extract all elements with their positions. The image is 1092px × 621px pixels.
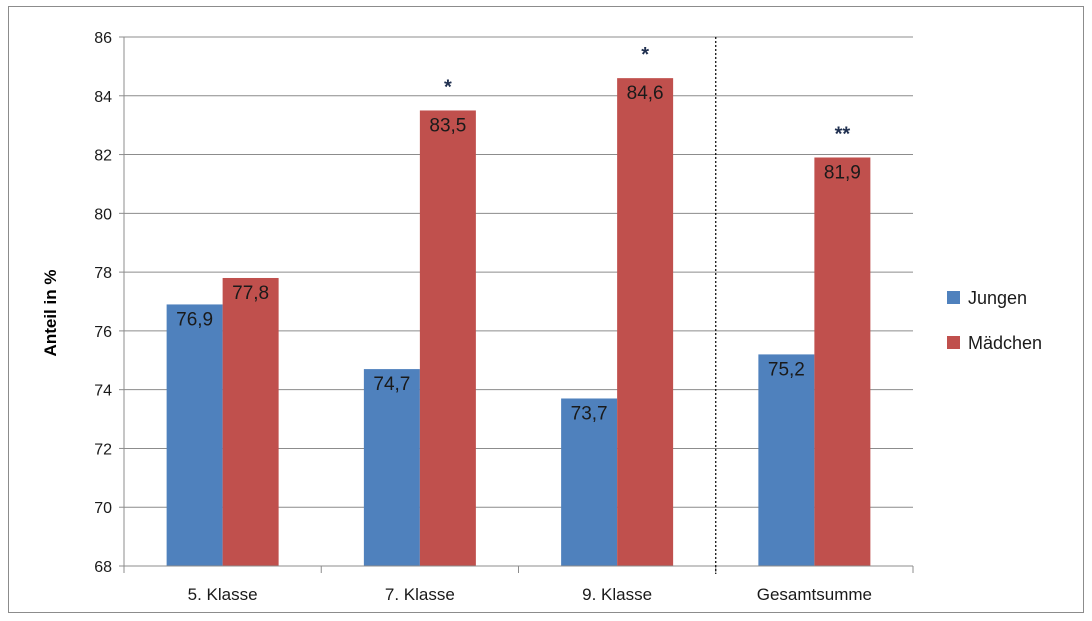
y-tick-label: 78 <box>94 265 112 282</box>
data-label: 76,9 <box>176 309 213 330</box>
significance-marker: * <box>641 44 649 66</box>
bar-chart: 68 70 72 74 76 78 80 82 84 86 76,9 77,8 74,7 83,5 * 73… <box>41 30 1042 604</box>
y-tick-label: 74 <box>94 383 112 400</box>
y-tick-label: 68 <box>94 559 112 576</box>
significance-marker: * <box>444 76 452 98</box>
y-tick-label: 72 <box>94 441 112 458</box>
y-tick-label: 86 <box>94 30 112 47</box>
data-label: 84,6 <box>627 83 664 104</box>
data-label: 77,8 <box>232 283 269 304</box>
y-axis-title: Anteil in % <box>41 270 60 357</box>
axes <box>123 37 914 574</box>
chart-frame: 68 70 72 74 76 78 80 82 84 86 76,9 77,8 74,7 83,5 * 73… <box>8 6 1084 613</box>
bar-jungen <box>561 398 618 566</box>
y-tick-label: 76 <box>94 324 112 341</box>
category-labels: 5. Klasse 7. Klasse 9. Klasse Gesamtsumme <box>188 585 872 604</box>
category-label: 9. Klasse <box>582 585 652 604</box>
y-tick-label: 70 <box>94 500 112 517</box>
y-tick-label: 84 <box>94 89 112 106</box>
significance-marker: ** <box>835 123 851 145</box>
data-label: 74,7 <box>373 374 410 395</box>
legend-swatch-jungen <box>947 291 960 304</box>
category-label: 5. Klasse <box>188 585 258 604</box>
y-tick-label: 80 <box>94 206 112 223</box>
y-tick-labels: 68 70 72 74 76 78 80 82 84 86 <box>94 30 124 576</box>
bar-maedchen <box>814 157 871 566</box>
bar-jungen <box>166 304 223 566</box>
bar-jungen <box>363 369 420 566</box>
data-label: 83,5 <box>429 115 466 136</box>
data-labels: 76,9 77,8 74,7 83,5 * 73,7 84,6 * 75,2 81,9 ** <box>176 44 861 424</box>
bars <box>166 78 871 567</box>
bar-jungen <box>758 354 815 566</box>
data-label: 81,9 <box>824 162 861 183</box>
legend-label-jungen: Jungen <box>968 288 1027 308</box>
bar-maedchen <box>617 78 674 567</box>
data-label: 75,2 <box>768 359 805 380</box>
bar-maedchen <box>419 110 476 566</box>
bar-maedchen <box>222 277 279 566</box>
legend: Jungen Mädchen <box>947 288 1042 353</box>
data-label: 73,7 <box>571 403 608 424</box>
y-tick-label: 82 <box>94 148 112 165</box>
legend-swatch-maedchen <box>947 336 960 349</box>
category-label: 7. Klasse <box>385 585 455 604</box>
legend-label-maedchen: Mädchen <box>968 333 1042 353</box>
category-label: Gesamtsumme <box>757 585 872 604</box>
